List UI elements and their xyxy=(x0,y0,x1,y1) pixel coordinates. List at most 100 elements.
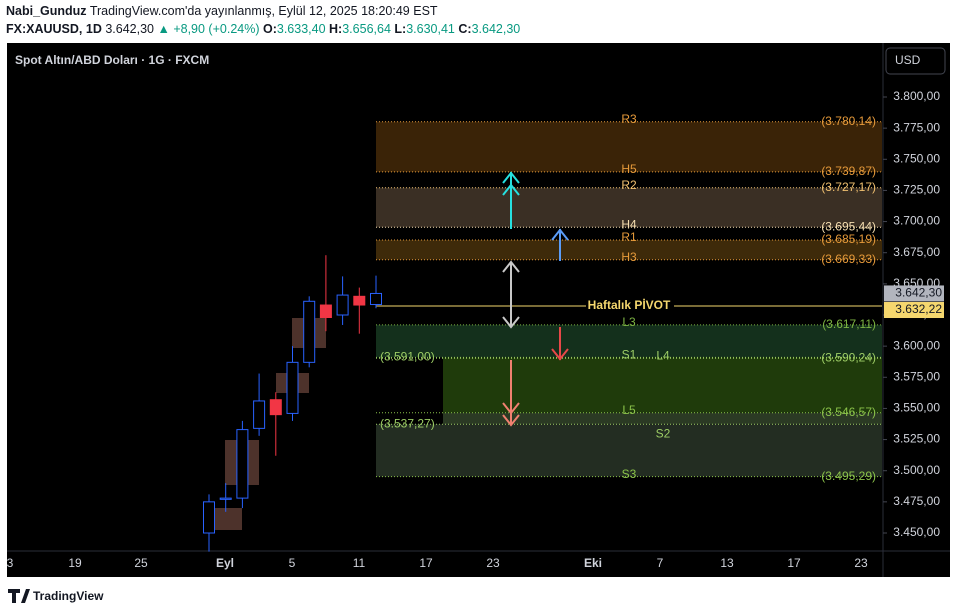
y-tick-label: 3.450,00 xyxy=(893,525,940,539)
pivot-price-label: 3.632,22 xyxy=(895,302,942,316)
currency-button[interactable] xyxy=(885,47,946,75)
quote-line: FX:XAUUSD, 1D 3.642,30 ▲ +8,90 (+0.24%) … xyxy=(6,22,520,36)
level-label: (3.591,00) xyxy=(380,350,435,364)
x-tick-label: 5 xyxy=(289,556,296,570)
level-label: (3.537,27) xyxy=(380,416,435,430)
symbol: FX:XAUUSD, 1D xyxy=(6,22,102,36)
y-tick-label: 3.700,00 xyxy=(893,214,940,228)
last-price-label: 3.642,30 xyxy=(895,286,942,300)
level-label: (3.739,87) xyxy=(821,164,876,178)
x-tick-label: Eki xyxy=(584,556,602,570)
level-name: L4 xyxy=(656,348,670,362)
currency: USD xyxy=(895,53,921,67)
x-tick-label: 23 xyxy=(854,556,868,570)
o-label: O: xyxy=(263,22,277,36)
l-value: 3.630,41 xyxy=(406,22,455,36)
zone xyxy=(376,240,882,260)
level-label: (3.546,57) xyxy=(821,405,876,419)
change: ▲ +8,90 (+0.24%) xyxy=(157,22,259,36)
level-name: S3 xyxy=(622,467,637,481)
level-label: (3.685,19) xyxy=(821,232,876,246)
level-name: S1 xyxy=(622,348,637,362)
x-tick-label: 3 xyxy=(7,556,14,570)
x-tick-label: 23 xyxy=(486,556,500,570)
x-tick-label: 17 xyxy=(787,556,801,570)
level-name: L5 xyxy=(622,403,636,417)
level-name: H3 xyxy=(621,250,637,264)
level-name: H4 xyxy=(621,217,637,231)
plot: 3.450,00 3.475,00 3.500,00 3.525,00 3.550,00… xyxy=(7,89,944,570)
candle-body xyxy=(269,399,282,416)
x-tick-label: 25 xyxy=(134,556,148,570)
o-value: 3.633,40 xyxy=(277,22,326,36)
arrow xyxy=(502,360,520,427)
level-name: R1 xyxy=(621,230,637,244)
y-tick-label: 3.675,00 xyxy=(893,245,940,259)
level-name: H5 xyxy=(621,162,637,176)
x-tick-label: 13 xyxy=(720,556,734,570)
h-value: 3.656,64 xyxy=(342,22,391,36)
candle-body xyxy=(203,501,215,534)
author: Nabi_Gunduz xyxy=(6,4,87,18)
last-price-box xyxy=(884,285,944,302)
y-tick-label: 3.550,00 xyxy=(893,401,940,415)
level-label: (3.669,33) xyxy=(821,252,876,266)
y-tick-label: 3.500,00 xyxy=(893,463,940,477)
candle-body xyxy=(370,292,382,306)
logo: TradingView xyxy=(8,589,104,603)
c-value: 3.642,30 xyxy=(472,22,521,36)
y-tick-label: 3.775,00 xyxy=(893,120,940,134)
footer-brand: TradingView xyxy=(33,589,104,603)
y-tick-label: 3.800,00 xyxy=(893,89,940,103)
l-label: L: xyxy=(394,22,406,36)
x-tick-label: 17 xyxy=(419,556,433,570)
pivot-price-box xyxy=(884,302,944,319)
arrows xyxy=(502,171,569,427)
logo-icon xyxy=(8,589,30,603)
level-label: (3.727,17) xyxy=(821,180,876,194)
candle-body xyxy=(253,400,266,429)
zone xyxy=(376,424,882,477)
header-line: Nabi_Gunduz TradingView.com'da yayınlanm… xyxy=(6,4,438,18)
y-tick-label: 3.750,00 xyxy=(893,151,940,165)
candle-body xyxy=(286,361,299,414)
published: TradingView.com'da yayınlanmış, Eylül 12… xyxy=(90,4,438,18)
x-tick-label: 19 xyxy=(68,556,82,570)
level-label: (3.780,14) xyxy=(821,114,876,128)
level-name: R2 xyxy=(621,178,637,192)
candle-body xyxy=(336,294,349,316)
y-tick-label: 3.575,00 xyxy=(893,369,940,383)
y-tick-label: 3.475,00 xyxy=(893,494,940,508)
candle-body xyxy=(236,429,249,499)
level-name: S2 xyxy=(656,426,671,440)
level-label: (3.590,24) xyxy=(821,350,876,364)
zone xyxy=(376,187,882,228)
pivot-name: Haftalık PİVOT xyxy=(588,297,671,312)
c-label: C: xyxy=(458,22,471,36)
zone xyxy=(376,324,882,358)
level-name: L3 xyxy=(622,315,636,329)
level-name: R3 xyxy=(621,112,637,126)
y-tick-label: 3.525,00 xyxy=(893,432,940,446)
candle-body xyxy=(303,300,316,363)
arrow xyxy=(502,171,520,229)
arrow xyxy=(551,228,569,261)
x-tick-label: 7 xyxy=(657,556,664,570)
y-tick-label: 3.600,00 xyxy=(893,338,940,352)
overlay-box xyxy=(209,508,242,530)
zone xyxy=(443,412,882,425)
zone xyxy=(443,357,882,413)
arrow xyxy=(551,327,569,361)
level-label: (3.495,29) xyxy=(821,469,876,483)
chart-title: Spot Altın/ABD Doları · 1G · FXCM xyxy=(15,53,209,67)
level-label: (3.617,11) xyxy=(822,317,876,331)
candle-body xyxy=(219,497,232,500)
x-tick-label: 11 xyxy=(353,556,366,570)
zone xyxy=(376,121,882,172)
x-tick-label: Eyl xyxy=(216,556,234,570)
candle-body xyxy=(319,304,332,318)
h-label: H: xyxy=(329,22,342,36)
y-tick-label: 3.725,00 xyxy=(893,183,940,197)
